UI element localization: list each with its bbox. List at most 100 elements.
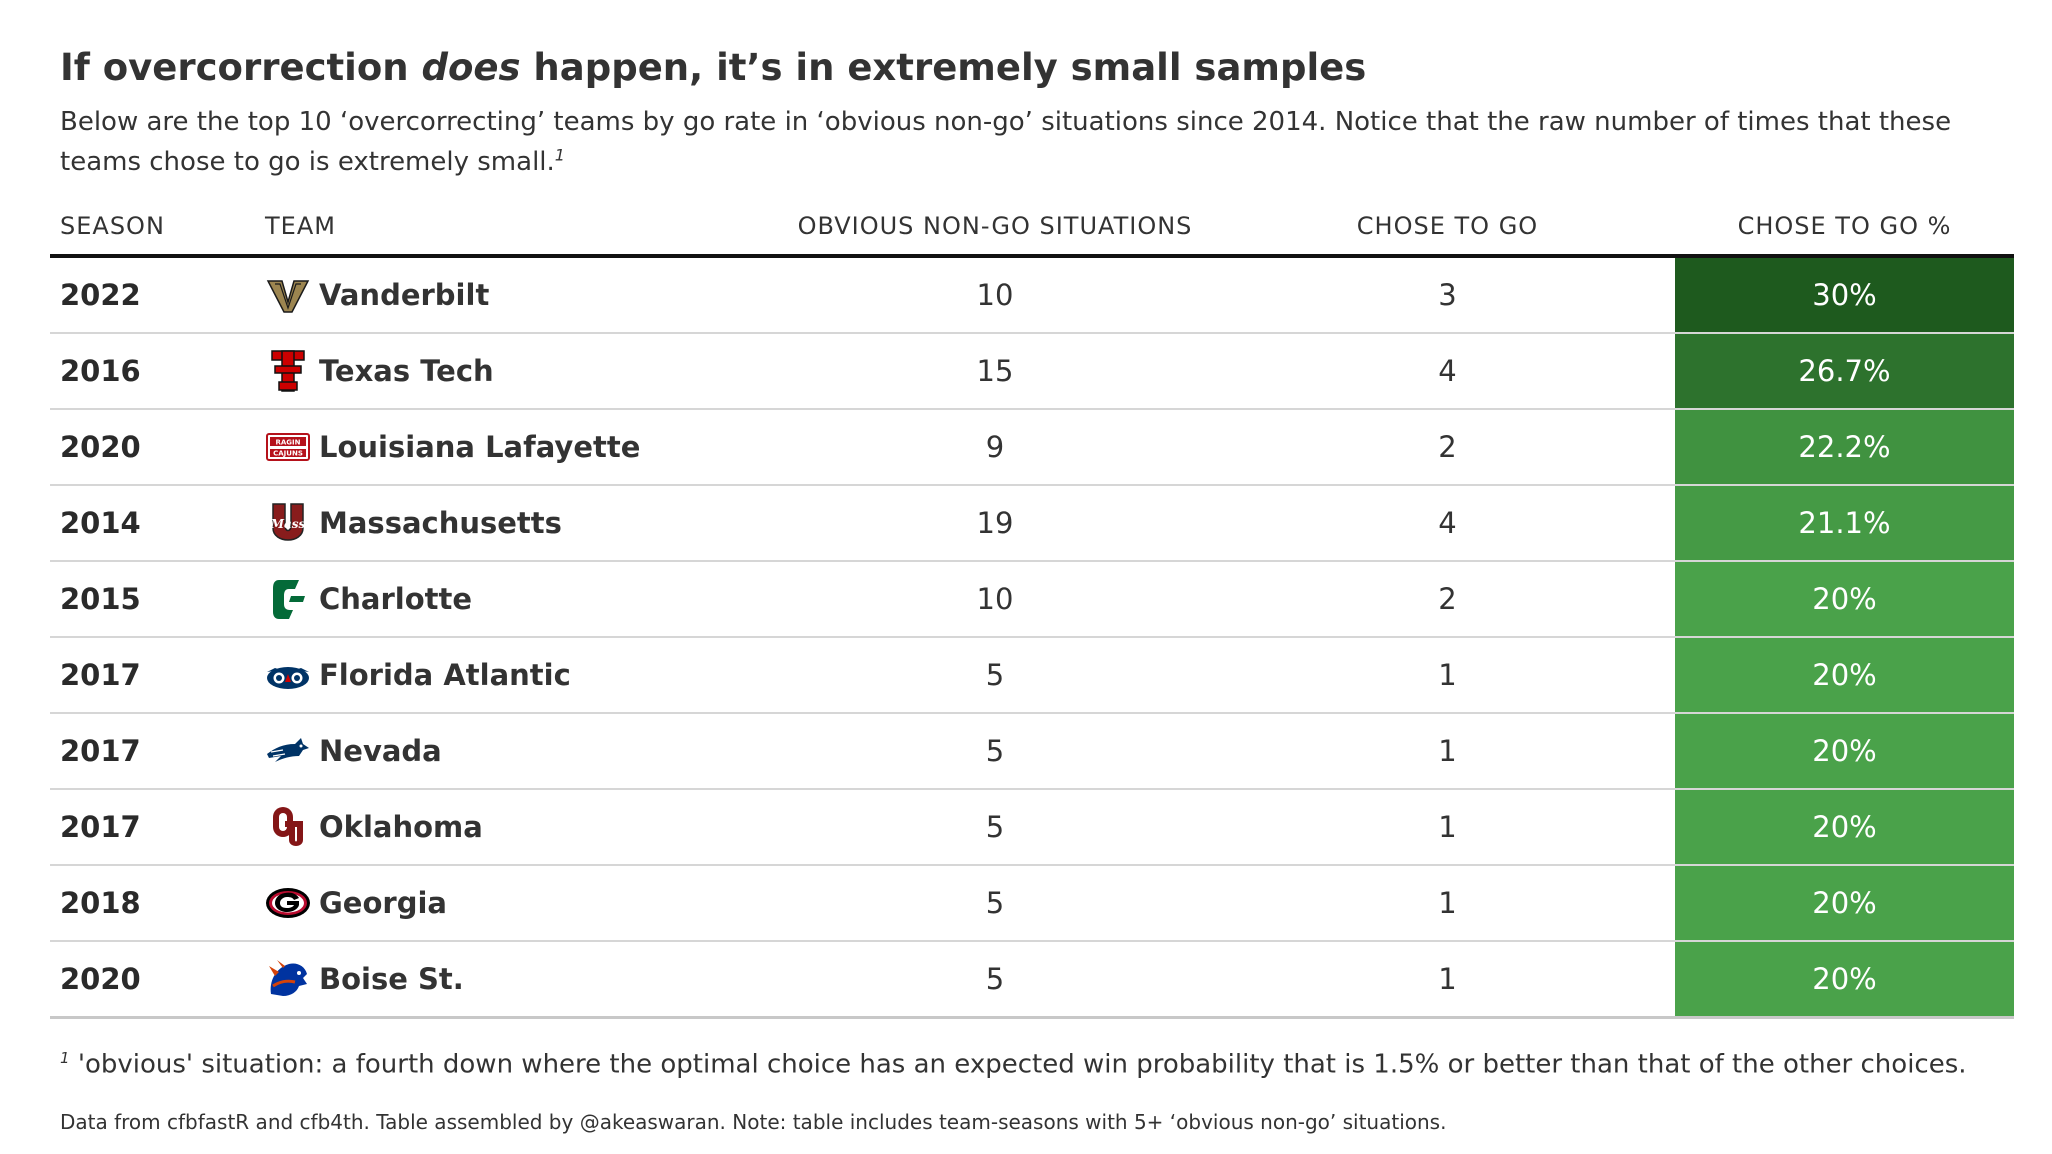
chose-to-go-pct-cell: 26.7% [1675,333,2014,410]
season-cell: 2020 [50,409,255,486]
title-text-before: If overcorrection [60,46,422,89]
team-cell: Vanderbilt [255,256,770,334]
team-name: Boise St. [319,962,464,996]
subtitle: Below are the top 10 ‘overcorrecting’ te… [60,102,2020,182]
table-row: 2015 Charlotte 10 2 20% [50,561,2014,638]
situations-cell: 5 [770,789,1220,866]
column-header-chose-to-go-pct: CHOSE TO GO % [1675,198,2014,258]
team-cell: Oklahoma [255,789,770,866]
situations-cell: 5 [770,637,1220,714]
vanderbilt-logo [265,272,311,318]
situations-cell: 10 [770,256,1220,334]
chose-to-go-cell: 2 [1220,409,1675,486]
boise-state-logo [265,956,311,1002]
source-note: Data from cfbfastR and cfb4th. Table ass… [60,1109,1447,1134]
table-figure: If overcorrection does happen, it’s in e… [50,44,2014,1134]
chose-to-go-pct-cell: 21.1% [1675,485,2014,562]
season-cell: 2015 [50,561,255,638]
situations-cell: 9 [770,409,1220,486]
chose-to-go-cell: 1 [1220,637,1675,714]
table-body: 2022 Vanderbilt 10 3 30% 2016 Texas Tech 15 4 26.… [50,256,2014,1019]
table-row: 2017 Oklahoma 5 1 20% [50,789,2014,866]
chose-to-go-cell: 4 [1220,333,1675,410]
chose-to-go-pct-cell: 20% [1675,637,2014,714]
footnote-mark: 1 [60,1049,70,1067]
situations-cell: 19 [770,485,1220,562]
situations-cell: 15 [770,333,1220,410]
season-cell: 2017 [50,637,255,714]
charlotte-logo [265,576,311,622]
table-row: 2022 Vanderbilt 10 3 30% [50,256,2014,334]
team-cell: Florida Atlantic [255,637,770,714]
team-name: Massachusetts [319,506,562,540]
title-text-emphasis: does [421,46,521,89]
team-name: Georgia [319,886,447,920]
chose-to-go-pct-cell: 20% [1675,789,2014,866]
situations-cell: 10 [770,561,1220,638]
season-cell: 2014 [50,485,255,562]
nevada-logo [265,728,311,774]
column-header-team: TEAM [255,198,770,258]
season-cell: 2016 [50,333,255,410]
team-cell: Charlotte [255,561,770,638]
team-name: Florida Atlantic [319,658,571,692]
column-header-season: SEASON [50,198,255,258]
title-text-after: happen, it’s in extremely small samples [520,46,1367,89]
team-name: Oklahoma [319,810,483,844]
oklahoma-logo [265,804,311,850]
team-name: Vanderbilt [319,278,490,312]
chose-to-go-pct-cell: 20% [1675,561,2014,638]
season-cell: 2022 [50,256,255,334]
svg-text:Mass: Mass [270,517,306,531]
chose-to-go-pct-cell: 22.2% [1675,409,2014,486]
table-header-row: SEASON TEAM OBVIOUS NON-GO SITUATIONS CH… [50,198,2014,258]
chose-to-go-cell: 1 [1220,865,1675,942]
page-title: If overcorrection does happen, it’s in e… [60,44,2014,92]
table-row: 2020 RAGIN CAJUNS Louisiana Lafayette 9 2 22.2… [50,409,2014,486]
team-cell: Georgia [255,865,770,942]
chose-to-go-cell: 1 [1220,713,1675,790]
chose-to-go-pct-cell: 20% [1675,713,2014,790]
season-cell: 2018 [50,865,255,942]
table-row: 2020 Boise St. 5 1 20% [50,941,2014,1019]
column-header-situations: OBVIOUS NON-GO SITUATIONS [770,198,1220,258]
massachusetts-logo: Mass [265,500,311,546]
team-name: Texas Tech [319,354,494,388]
florida-atlantic-logo [265,652,311,698]
team-name: Charlotte [319,582,473,616]
team-name: Nevada [319,734,442,768]
team-cell: Texas Tech [255,333,770,410]
table-row: 2014 Mass Massachusetts 19 4 21.1% [50,485,2014,562]
season-cell: 2017 [50,789,255,866]
svg-text:CAJUNS: CAJUNS [273,450,303,458]
team-cell: Mass Massachusetts [255,485,770,562]
footnote-text: 'obvious' situation: a fourth down where… [77,1049,1967,1080]
texas-tech-logo [265,348,311,394]
chose-to-go-cell: 1 [1220,789,1675,866]
chose-to-go-cell: 3 [1220,256,1675,334]
svg-text:RAGIN: RAGIN [275,439,300,447]
table-row: 2018 Georgia 5 1 20% [50,865,2014,942]
table-row: 2016 Texas Tech 15 4 26.7% [50,333,2014,410]
table-row: 2017 Nevada 5 1 20% [50,713,2014,790]
chose-to-go-cell: 4 [1220,485,1675,562]
footnote: 1 'obvious' situation: a fourth down whe… [60,1041,2014,1082]
chose-to-go-pct-cell: 20% [1675,941,2014,1019]
team-cell: RAGIN CAJUNS Louisiana Lafayette [255,409,770,486]
results-table: SEASON TEAM OBVIOUS NON-GO SITUATIONS CH… [50,198,2014,1019]
team-cell: Boise St. [255,941,770,1019]
chose-to-go-pct-cell: 30% [1675,256,2014,334]
season-cell: 2020 [50,941,255,1019]
chose-to-go-pct-cell: 20% [1675,865,2014,942]
louisiana-lafayette-logo: RAGIN CAJUNS [265,424,311,470]
chose-to-go-cell: 1 [1220,941,1675,1019]
chose-to-go-cell: 2 [1220,561,1675,638]
subtitle-footnote-mark: 1 [554,145,565,165]
team-name: Louisiana Lafayette [319,430,641,464]
column-header-chose-to-go: CHOSE TO GO [1220,198,1675,258]
team-cell: Nevada [255,713,770,790]
situations-cell: 5 [770,865,1220,942]
georgia-logo [265,880,311,926]
season-cell: 2017 [50,713,255,790]
situations-cell: 5 [770,941,1220,1019]
